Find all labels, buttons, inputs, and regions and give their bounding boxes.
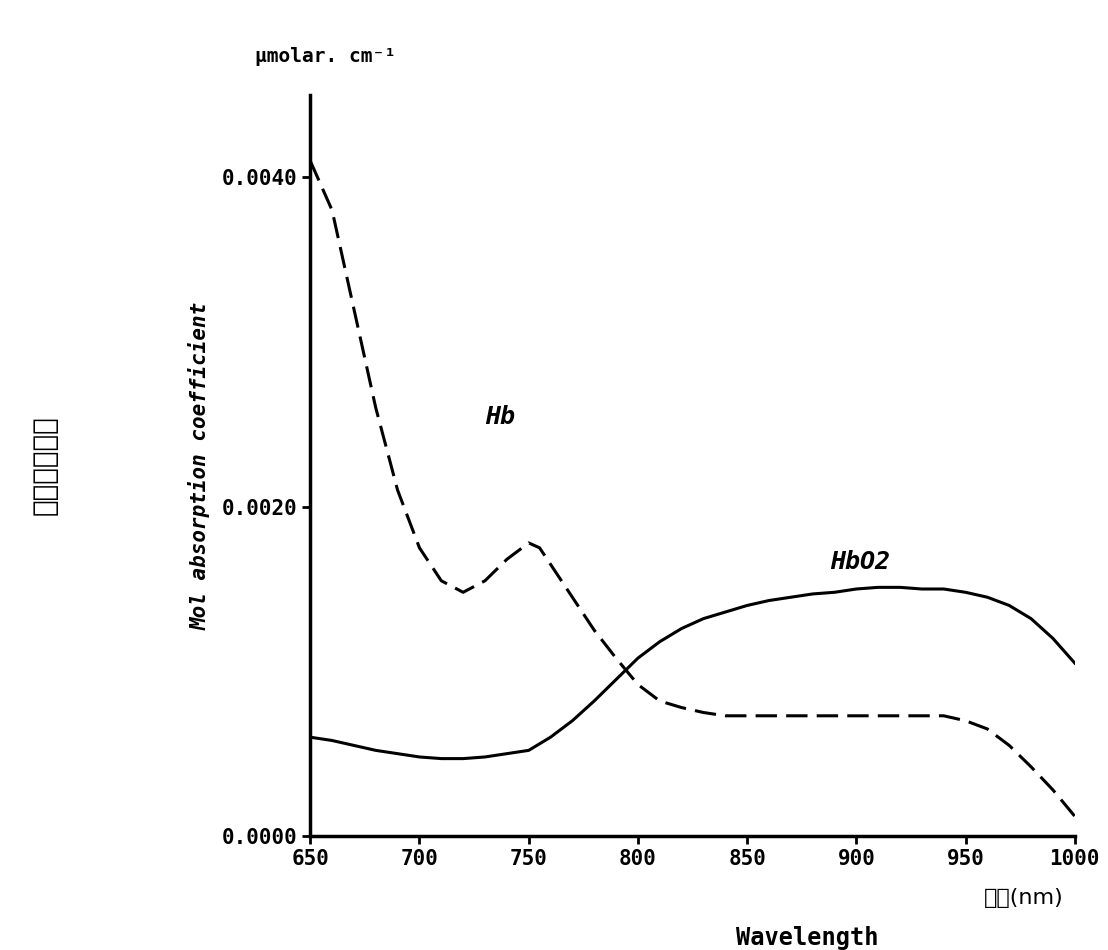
Text: Wavelength: Wavelength bbox=[736, 926, 879, 950]
Text: Mol absorption coefficient: Mol absorption coefficient bbox=[188, 301, 211, 630]
Text: 摩尔吸光系数: 摩尔吸光系数 bbox=[30, 416, 59, 515]
Text: 波长(nm): 波长(nm) bbox=[984, 888, 1064, 908]
Text: μmolar. cm⁻¹: μmolar. cm⁻¹ bbox=[255, 48, 396, 66]
Text: HbO2: HbO2 bbox=[830, 550, 890, 574]
Text: Hb: Hb bbox=[485, 406, 515, 429]
